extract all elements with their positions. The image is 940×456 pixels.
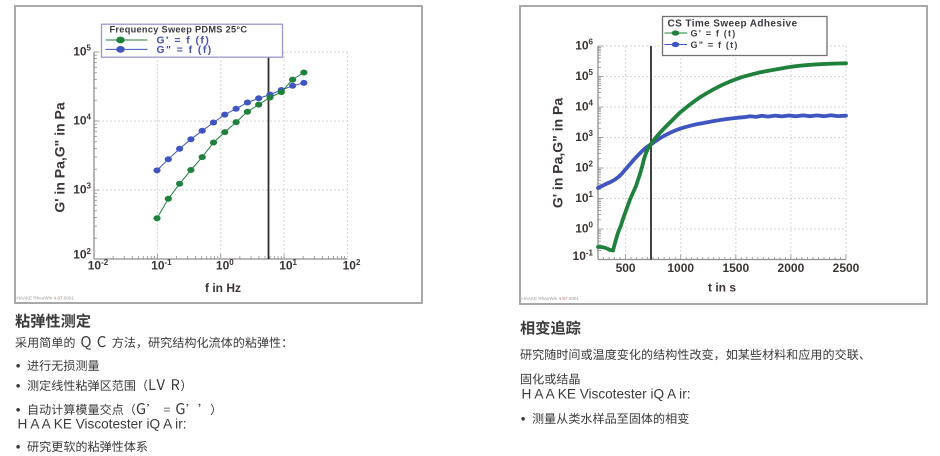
svg-text:2000: 2000 — [778, 261, 805, 275]
svg-text:t in s: t in s — [708, 281, 736, 295]
svg-text:HAAKE RheoWin 4.87.0001: HAAKE RheoWin 4.87.0001 — [17, 296, 75, 301]
svg-text:1500: 1500 — [722, 261, 749, 275]
svg-text:H A A KE Viscotester iQ A ir:: H A A KE Viscotester iQ A ir: — [522, 387, 691, 402]
svg-text:2500: 2500 — [833, 261, 860, 275]
svg-text:1000: 1000 — [667, 261, 694, 275]
svg-text:HAAKE RheoWin 4.87.0001: HAAKE RheoWin 4.87.0001 — [522, 296, 580, 301]
svg-text:Frequency Sweep PDMS 25°C: Frequency Sweep PDMS 25°C — [110, 24, 248, 34]
svg-text:G" = f (f): G" = f (f) — [157, 45, 213, 56]
svg-text:G' in Pa,G" in Pa: G' in Pa,G" in Pa — [52, 102, 68, 213]
svg-text:H A A KE Viscotester iQ A ir:: H A A KE Viscotester iQ A ir: — [18, 417, 187, 432]
svg-text:G' in Pa,G" in Pa: G' in Pa,G" in Pa — [550, 98, 566, 209]
svg-text:G' = f (t): G' = f (t) — [691, 28, 737, 38]
svg-text:G' = f (f): G' = f (f) — [157, 35, 211, 46]
svg-text:CS Time Sweep Adhesive: CS Time Sweep Adhesive — [668, 19, 798, 30]
svg-text:500: 500 — [616, 261, 636, 275]
svg-text:G" = f (t): G" = f (t) — [691, 40, 739, 50]
svg-text:f in Hz: f in Hz — [205, 281, 241, 295]
